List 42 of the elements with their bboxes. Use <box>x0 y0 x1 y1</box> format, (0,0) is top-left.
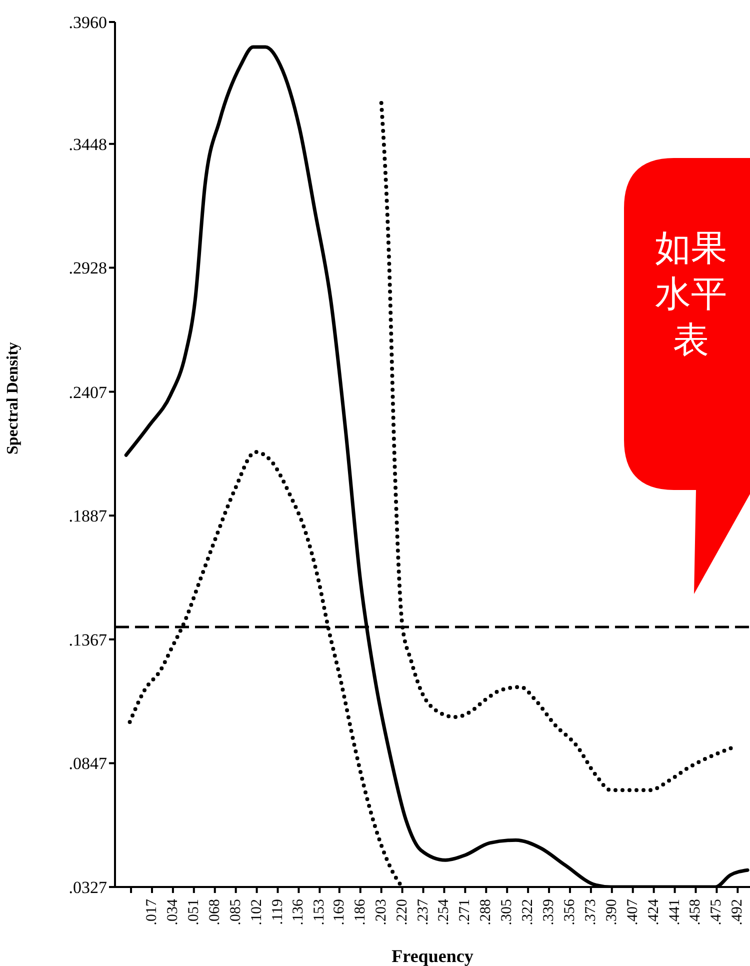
y-tick-label: .2928 <box>68 258 107 278</box>
x-tick-label: .305 <box>499 899 516 926</box>
annotation: 表 <box>672 319 710 363</box>
x-tick-label: .322 <box>520 899 536 926</box>
x-tick-label: .441 <box>666 899 683 926</box>
y-tick-label: .3448 <box>68 134 107 154</box>
x-tick-label: .407 <box>624 898 641 926</box>
y-tick-label: .0847 <box>68 754 108 774</box>
y-tick-label: .1367 <box>68 630 108 650</box>
x-tick-label: .169 <box>331 899 348 926</box>
x-tick-label: .119 <box>270 899 286 925</box>
y-axis-title: Spectral Density <box>4 342 22 454</box>
x-tick-label: .475 <box>708 899 725 926</box>
annotation: 水平 <box>654 273 728 317</box>
x-tick-label: .102 <box>248 899 265 926</box>
x-tick-label: .153 <box>312 899 328 926</box>
y-tick-label: .0327 <box>68 878 108 898</box>
x-tick-label: .237 <box>415 898 432 926</box>
x-tick-label: .458 <box>688 899 704 926</box>
x-tick-label: .034 <box>164 898 181 926</box>
x-tick-label: .390 <box>604 899 620 926</box>
x-tick-label: .136 <box>290 898 307 926</box>
x-tick-label: .068 <box>206 899 223 926</box>
x-tick-label: .424 <box>646 898 662 926</box>
x-tick-label: .271 <box>457 899 474 926</box>
y-tick-label: .1887 <box>68 506 108 526</box>
x-tick-label: .017 <box>144 898 160 926</box>
x-tick-label: .186 <box>352 898 368 926</box>
x-tick-label: .203 <box>373 899 390 926</box>
x-axis-title: Frequency <box>392 946 474 966</box>
x-tick-label: .051 <box>186 899 202 926</box>
x-tick-label: .254 <box>436 898 452 926</box>
x-tick-label: .356 <box>562 898 578 926</box>
x-tick-label: .288 <box>478 899 494 926</box>
y-tick-label: .3960 <box>68 13 107 32</box>
x-tick-label: .085 <box>228 899 244 926</box>
x-tick-label: .339 <box>541 899 558 926</box>
x-tick-label: .492 <box>730 899 746 926</box>
x-tick-label: .373 <box>582 899 599 926</box>
annotation: 如果 <box>654 227 728 271</box>
x-tick-label: .220 <box>394 899 410 926</box>
y-tick-label: .2407 <box>68 382 108 402</box>
